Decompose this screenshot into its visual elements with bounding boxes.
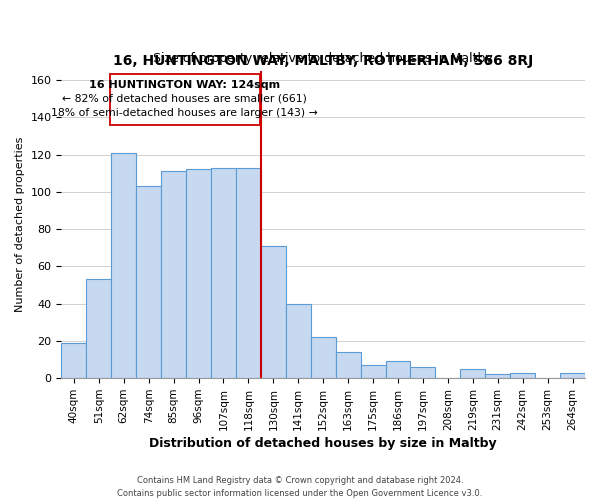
Bar	[161, 172, 186, 378]
X-axis label: Distribution of detached houses by size in Maltby: Distribution of detached houses by size …	[149, 437, 497, 450]
Bar	[485, 374, 510, 378]
Text: ← 82% of detached houses are smaller (661): ← 82% of detached houses are smaller (66…	[62, 94, 307, 104]
Bar	[111, 152, 136, 378]
Bar	[136, 186, 161, 378]
FancyBboxPatch shape	[110, 74, 260, 124]
Bar	[286, 304, 311, 378]
Bar	[186, 170, 211, 378]
Text: 16 HUNTINGTON WAY: 124sqm: 16 HUNTINGTON WAY: 124sqm	[89, 80, 280, 90]
Bar	[261, 246, 286, 378]
Bar	[211, 168, 236, 378]
Text: Size of property relative to detached houses in Maltby: Size of property relative to detached ho…	[154, 52, 493, 64]
Bar	[410, 367, 436, 378]
Bar	[311, 337, 335, 378]
Bar	[510, 372, 535, 378]
Bar	[386, 362, 410, 378]
Text: 18% of semi-detached houses are larger (143) →: 18% of semi-detached houses are larger (…	[52, 108, 318, 118]
Bar	[361, 365, 386, 378]
Bar	[236, 168, 261, 378]
Y-axis label: Number of detached properties: Number of detached properties	[15, 137, 25, 312]
Title: 16, HUNTINGTON WAY, MALTBY, ROTHERHAM, S66 8RJ: 16, HUNTINGTON WAY, MALTBY, ROTHERHAM, S…	[113, 54, 533, 68]
Text: Contains HM Land Registry data © Crown copyright and database right 2024.
Contai: Contains HM Land Registry data © Crown c…	[118, 476, 482, 498]
Bar	[460, 369, 485, 378]
Bar	[61, 343, 86, 378]
Bar	[86, 280, 111, 378]
Bar	[335, 352, 361, 378]
Bar	[560, 372, 585, 378]
